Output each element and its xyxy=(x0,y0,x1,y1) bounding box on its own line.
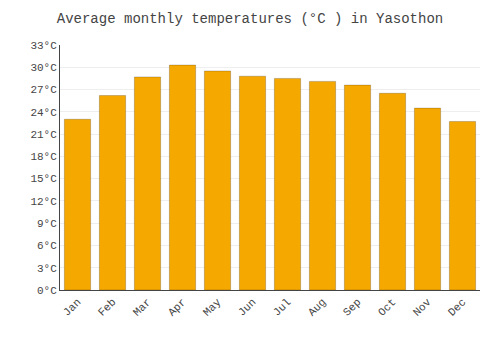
svg-text:Oct: Oct xyxy=(376,296,398,318)
svg-text:0°C: 0°C xyxy=(37,285,57,297)
svg-text:Apr: Apr xyxy=(166,296,188,318)
svg-text:6°C: 6°C xyxy=(37,240,57,252)
svg-text:21°C: 21°C xyxy=(30,129,57,141)
svg-text:Aug: Aug xyxy=(306,296,328,318)
svg-text:Jul: Jul xyxy=(271,296,293,318)
svg-text:Nov: Nov xyxy=(411,296,434,319)
svg-text:May: May xyxy=(201,296,224,319)
svg-text:Feb: Feb xyxy=(96,296,118,318)
svg-text:27°C: 27°C xyxy=(30,84,57,96)
svg-text:3°C: 3°C xyxy=(37,263,57,275)
svg-text:18°C: 18°C xyxy=(30,151,57,163)
svg-text:Jan: Jan xyxy=(61,296,83,318)
svg-text:9°C: 9°C xyxy=(37,218,57,230)
svg-text:24°C: 24°C xyxy=(30,107,57,119)
svg-text:Mar: Mar xyxy=(131,296,153,318)
svg-text:12°C: 12°C xyxy=(30,196,57,208)
svg-text:15°C: 15°C xyxy=(30,173,57,185)
svg-text:Jun: Jun xyxy=(236,296,258,318)
svg-text:Average monthly temperatures (: Average monthly temperatures (°C ) in Ya… xyxy=(57,11,443,27)
svg-text:Dec: Dec xyxy=(446,296,468,318)
svg-text:33°C: 33°C xyxy=(30,40,57,52)
svg-text:Sep: Sep xyxy=(341,296,363,318)
svg-text:30°C: 30°C xyxy=(30,62,57,74)
